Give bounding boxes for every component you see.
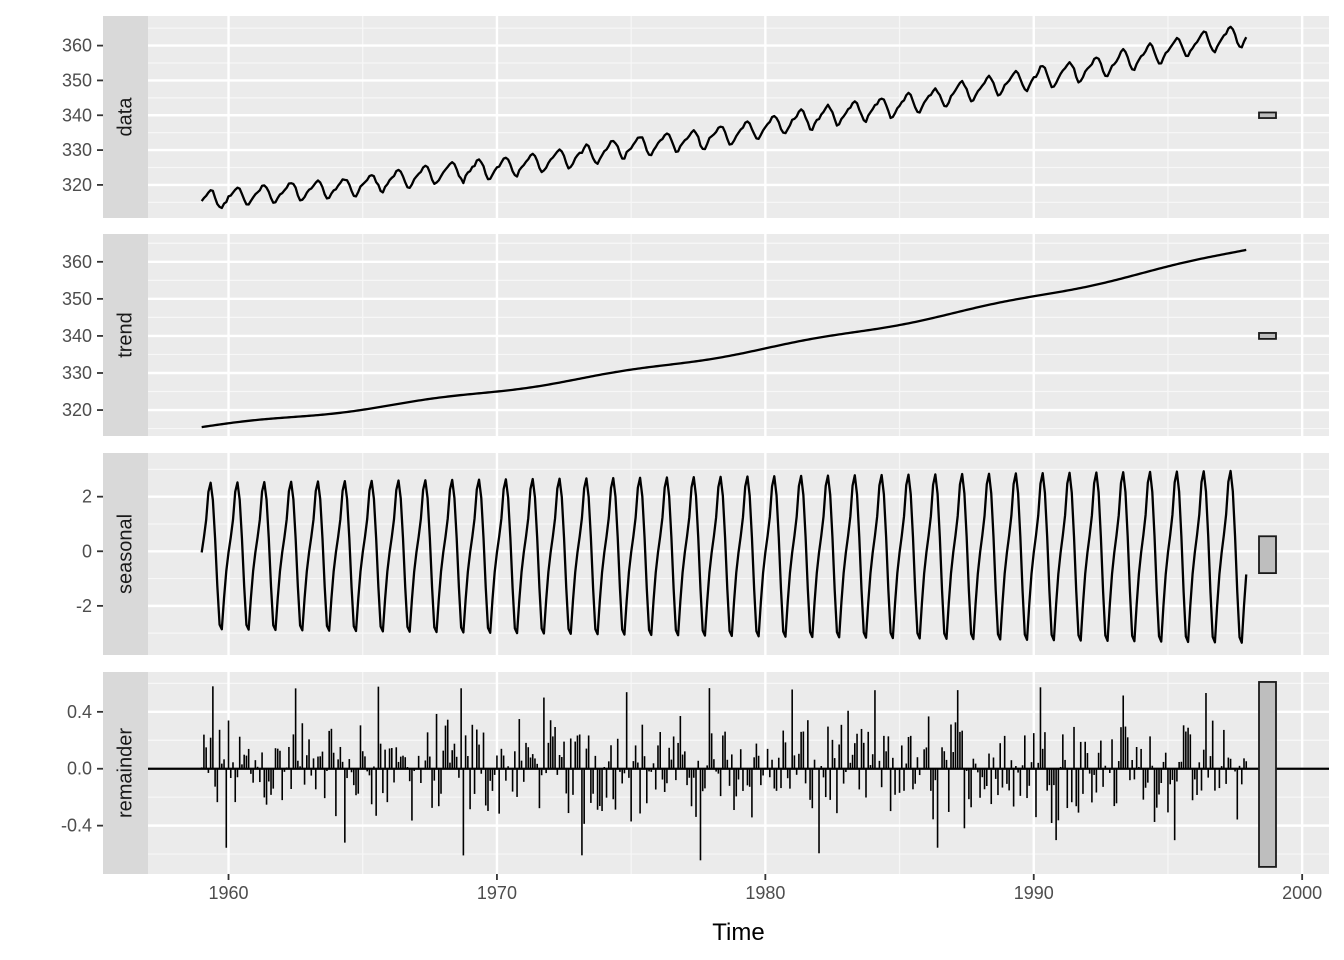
y-tick-label: 360: [62, 252, 92, 272]
y-tick-label: 350: [62, 289, 92, 309]
trend-series-line: [201, 248, 1247, 429]
x-tick-label: 1970: [477, 883, 517, 903]
scale-bar: [1258, 535, 1277, 575]
strip-background: [103, 672, 148, 874]
y-tick-label: 340: [62, 105, 92, 125]
y-tick-label: -0.4: [61, 816, 92, 836]
data-series-line: [200, 25, 1248, 210]
panel-data: data 320 330 340 350 360: [62, 16, 1329, 218]
y-tick-label: -2: [76, 596, 92, 616]
y-tick-label: 330: [62, 363, 92, 383]
scale-bar: [1258, 111, 1277, 119]
strip-label: remainder: [115, 728, 137, 818]
seasonal-series-line: [200, 469, 1248, 644]
scale-bar: [1258, 681, 1277, 868]
y-tick-label: 350: [62, 70, 92, 90]
strip-background: [103, 16, 148, 218]
y-tick-label: 0: [82, 541, 92, 561]
strip-label: seasonal: [115, 514, 137, 594]
y-tick-label: 340: [62, 326, 92, 346]
panel-trend: trend 320 330 340 350 360: [62, 234, 1329, 436]
strip-label: data: [115, 97, 137, 137]
panel-remainder: remainder 0.4 0.0 -0.4: [61, 672, 1329, 874]
y-tick-label: 330: [62, 140, 92, 160]
x-tick-label: 1980: [745, 883, 785, 903]
x-axis-title: Time: [712, 919, 764, 946]
x-tick-label: 2000: [1282, 883, 1322, 903]
x-tick-label: 1960: [208, 883, 248, 903]
y-tick-label: 320: [62, 175, 92, 195]
strip-background: [103, 453, 148, 655]
x-tick-label: 1990: [1014, 883, 1054, 903]
scale-bar: [1258, 332, 1277, 340]
strip-background: [103, 234, 148, 436]
y-tick-label: 0.0: [67, 759, 92, 779]
y-tick-label: 0.4: [67, 702, 92, 722]
panel-seasonal: seasonal 2 0 -2: [76, 453, 1329, 655]
y-tick-label: 320: [62, 400, 92, 420]
y-tick-label: 360: [62, 36, 92, 56]
strip-label: trend: [115, 312, 137, 358]
y-tick-label: 2: [82, 487, 92, 507]
